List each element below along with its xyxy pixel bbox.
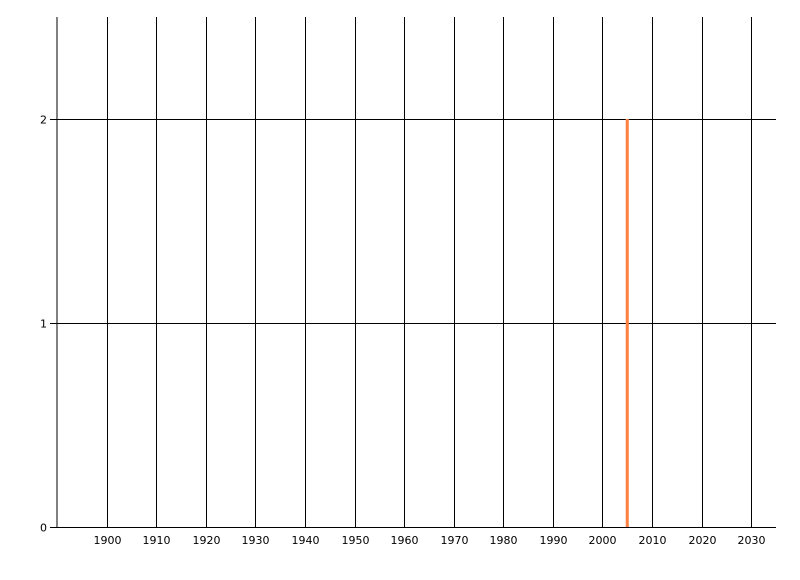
x-axis-ticks: 1900 1910 1920 1930 1940 1950 1960 1970 1980 1990…	[94, 534, 766, 547]
x-tick-label: 1980	[490, 534, 518, 547]
x-tick-label: 1960	[391, 534, 419, 547]
x-tick-label: 2020	[689, 534, 717, 547]
x-tick-label: 2030	[738, 534, 766, 547]
x-tick-label: 1930	[242, 534, 270, 547]
x-tick-label: 1990	[540, 534, 568, 547]
x-tick-label: 1910	[143, 534, 171, 547]
y-tick-label: 0	[40, 522, 47, 535]
bars	[625, 119, 629, 527]
bar	[625, 119, 629, 527]
x-tick-label: 2000	[589, 534, 617, 547]
x-tick-label: 1900	[94, 534, 122, 547]
x-tick-label: 2010	[639, 534, 667, 547]
y-tick-label: 2	[40, 114, 47, 127]
x-tick-label: 1940	[292, 534, 320, 547]
y-tick-label: 1	[40, 318, 47, 331]
grid	[56, 17, 776, 528]
x-tick-label: 1970	[441, 534, 469, 547]
x-tick-label: 1920	[193, 534, 221, 547]
x-tick-label: 1950	[342, 534, 370, 547]
y-axis-ticks: 0 1 2	[40, 114, 57, 535]
